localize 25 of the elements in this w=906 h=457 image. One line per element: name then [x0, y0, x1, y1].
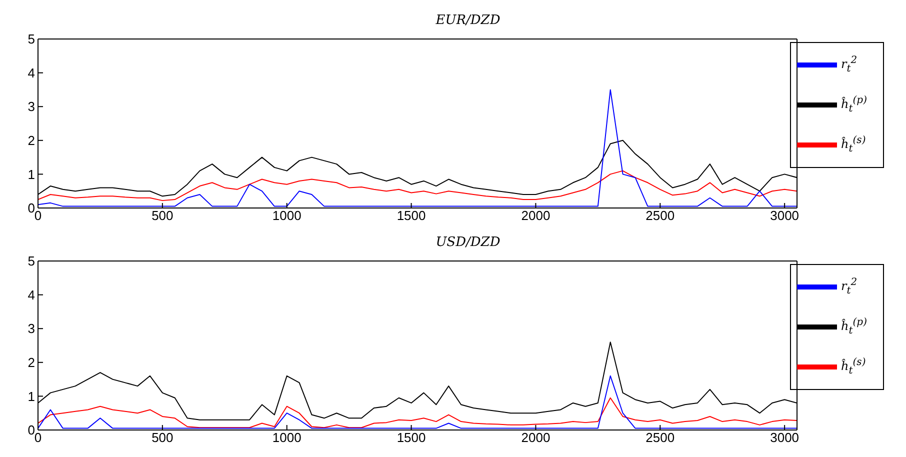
y-tick-label: 1 — [28, 388, 35, 404]
x-tick-label: 2500 — [646, 208, 675, 224]
chart-title: USD/DZD — [436, 235, 500, 250]
x-tick-label: 1500 — [396, 430, 426, 446]
line-series — [38, 170, 798, 202]
y-tick-label: 5 — [28, 254, 35, 269]
y-tick-label: 4 — [28, 65, 35, 80]
y-tick-label: 1 — [28, 166, 35, 182]
x-tick-label: 1000 — [272, 208, 302, 224]
x-tick-label: 500 — [152, 208, 174, 224]
x-tick-label: 500 — [152, 430, 174, 446]
x-tick-label: 2000 — [521, 208, 550, 224]
y-tick-label: 4 — [28, 287, 35, 302]
y-tick-label: 5 — [28, 32, 35, 47]
y-tick-label: 3 — [28, 99, 35, 114]
y-tick-label: 2 — [28, 133, 35, 148]
x-tick-label: 2000 — [521, 430, 550, 446]
x-tick-label: 3000 — [770, 430, 800, 446]
y-tick-label: 3 — [28, 321, 35, 336]
x-tick-label: 2500 — [646, 430, 675, 446]
chart-title: EUR/DZD — [436, 13, 500, 28]
x-tick-label: 1500 — [396, 208, 426, 224]
x-tick-label: 1000 — [272, 430, 302, 446]
y-tick-label: 2 — [28, 355, 35, 370]
x-tick-label: 3000 — [770, 208, 800, 224]
